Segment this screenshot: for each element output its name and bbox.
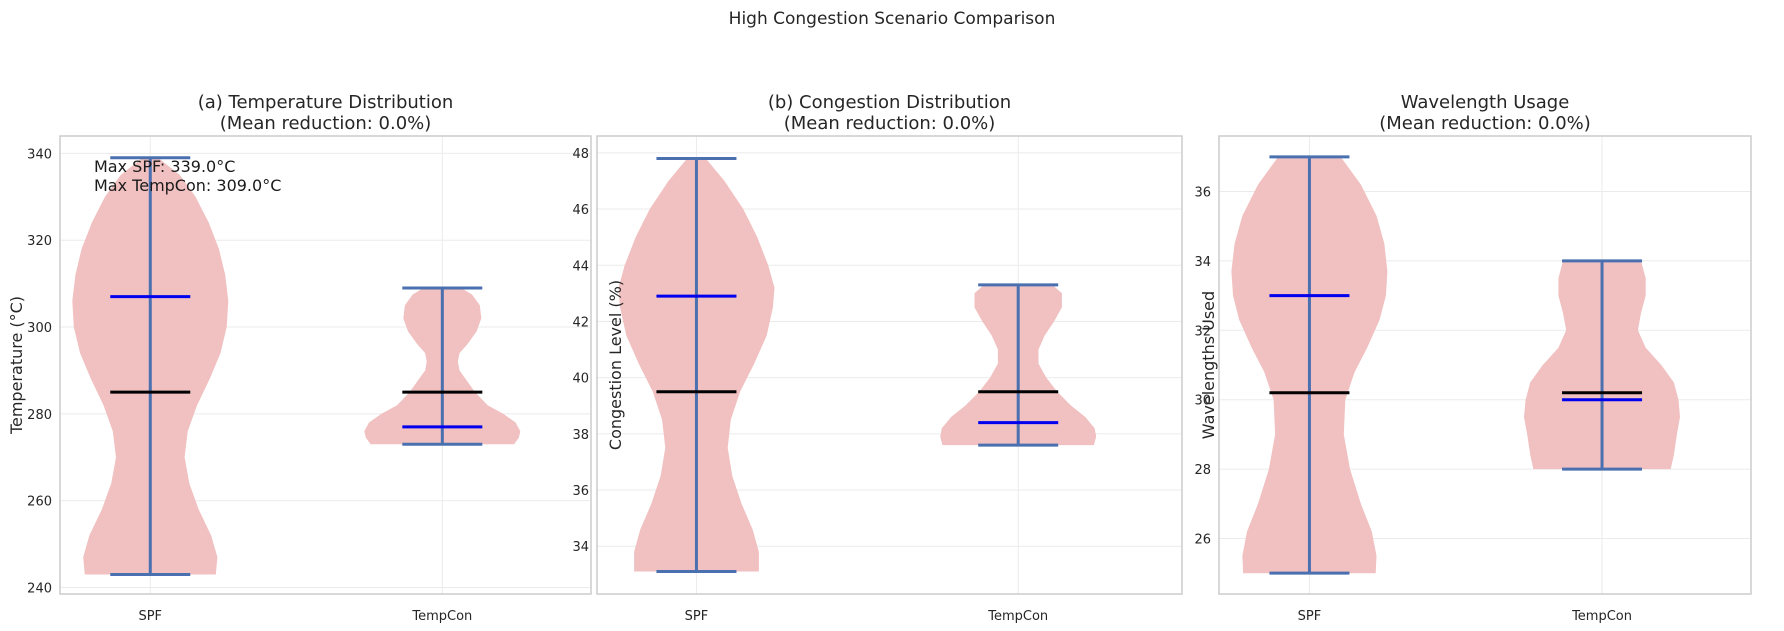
y-tick-label: 38 xyxy=(572,428,589,443)
plot-frame xyxy=(596,135,1183,595)
y-tick-label: 36 xyxy=(1194,186,1211,201)
y-tick-label: 40 xyxy=(572,372,589,387)
plot-frame xyxy=(59,135,592,595)
x-tick-label-spf: SPF xyxy=(685,609,709,624)
annotation-line1: Max SPF: 339.0°C xyxy=(94,157,235,176)
y-tick-label: 34 xyxy=(1194,255,1211,270)
y-tick-label: 340 xyxy=(27,147,52,162)
panel-wavelength: 26 28 30 32 34 36 Wavelength Usage (Mean redu… xyxy=(1194,92,1752,624)
panel-congestion: 34 36 38 40 42 44 46 48 (b) Congestion Distribu… xyxy=(572,92,1183,624)
plot-area: 240 260 280 300 320 340 xyxy=(27,135,592,596)
x-tick-label-spf: SPF xyxy=(1298,609,1322,624)
y-tick-label: 48 xyxy=(572,147,589,162)
x-tick-label-tempcon: TempCon xyxy=(1571,609,1632,624)
y-tick-label: 260 xyxy=(27,495,52,510)
y-axis-label: Congestion Level (%) xyxy=(606,280,625,450)
y-tick-label: 46 xyxy=(572,203,589,218)
y-tick-label: 30 xyxy=(1194,394,1211,409)
panel-title-line2: (Mean reduction: 0.0%) xyxy=(1379,113,1591,134)
y-tick-label: 28 xyxy=(1194,463,1211,478)
y-tick-label: 320 xyxy=(27,234,52,249)
panel-title-line1: (a) Temperature Distribution xyxy=(198,92,454,113)
y-tick-label: 42 xyxy=(572,315,589,330)
x-tick-label-tempcon: TempCon xyxy=(987,609,1048,624)
y-tick-label: 280 xyxy=(27,408,52,423)
x-tick-label-tempcon: TempCon xyxy=(411,609,472,624)
y-tick-label: 36 xyxy=(572,484,589,499)
panel-temperature: 240 260 280 300 320 340 (a) Temperature Distr… xyxy=(7,92,592,624)
panel-title-line2: (Mean reduction: 0.0%) xyxy=(220,113,432,134)
annotation-line2: Max TempCon: 309.0°C xyxy=(94,176,281,195)
y-tick-label: 300 xyxy=(27,321,52,336)
y-axis-label: Temperature (°C) xyxy=(7,296,26,435)
panel-title-line2: (Mean reduction: 0.0%) xyxy=(784,113,996,134)
panel-title-line1: (b) Congestion Distribution xyxy=(768,92,1011,113)
y-tick-label: 240 xyxy=(27,581,52,596)
y-tick-label: 44 xyxy=(572,259,589,274)
y-tick-label: 26 xyxy=(1194,532,1211,547)
plot-area: 34 36 38 40 42 44 46 48 xyxy=(572,135,1183,595)
y-axis-label: Wavelengths Used xyxy=(1199,291,1218,439)
plot-frame xyxy=(1218,135,1752,595)
y-tick-label: 32 xyxy=(1194,324,1211,339)
x-tick-label-spf: SPF xyxy=(138,609,162,624)
y-tick-label: 34 xyxy=(572,540,589,555)
figure-suptitle: High Congestion Scenario Comparison xyxy=(729,9,1056,29)
plot-area: 26 28 30 32 34 36 xyxy=(1194,135,1752,595)
panel-title-line1: Wavelength Usage xyxy=(1401,92,1570,113)
